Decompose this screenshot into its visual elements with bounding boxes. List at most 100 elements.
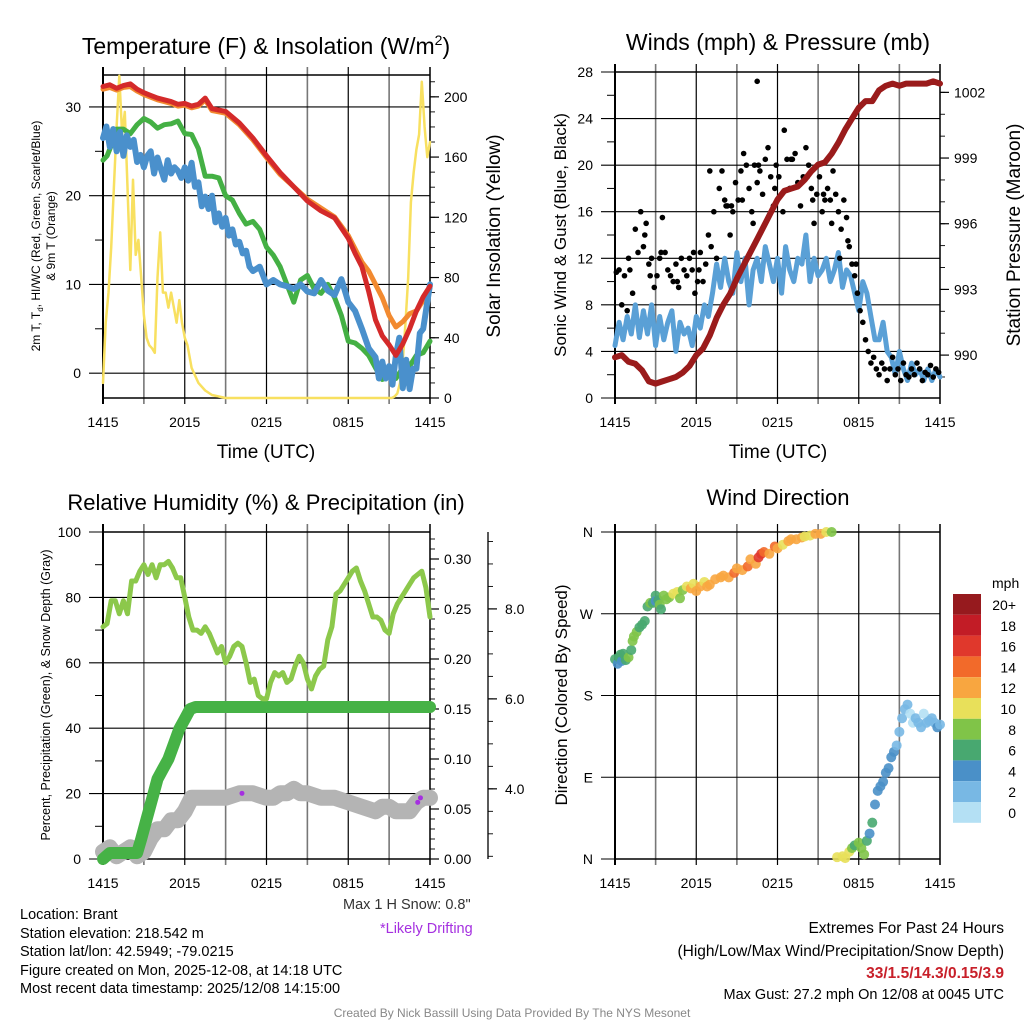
gust-point <box>916 366 923 372</box>
station-info: Location: Brant Station elevation: 218.5… <box>20 906 342 999</box>
direction-point <box>902 699 913 710</box>
pressure-right-tick-label: 996 <box>954 216 978 232</box>
legend-swatch <box>953 656 981 678</box>
gust-point <box>895 366 901 372</box>
pressure-line <box>612 78 943 387</box>
gust-point <box>678 255 685 262</box>
direction-point <box>859 849 870 860</box>
gust-point <box>881 366 888 372</box>
gust-point <box>750 220 756 227</box>
gust-point <box>757 168 763 174</box>
pressure-right-tick-label: 993 <box>954 281 978 297</box>
direction-point <box>626 645 637 656</box>
gust-point <box>665 267 671 273</box>
station-latlon: Station lat/lon: 42.5949; -79.0215 <box>20 944 234 961</box>
legend-label: 6 <box>1008 743 1016 759</box>
legend-label: 8 <box>1008 722 1016 738</box>
direction-point <box>656 604 667 615</box>
direction-point <box>764 548 775 559</box>
legend-label: 20+ <box>992 597 1016 613</box>
gust-point <box>841 197 847 203</box>
gust-point <box>708 243 714 250</box>
gust-point <box>751 162 758 168</box>
direction-y-tick-label: E <box>584 769 593 785</box>
pressure-right-tick-label: 990 <box>954 347 978 363</box>
temperature-y-tick-label: 30 <box>65 99 81 115</box>
direction-x-tick-label: 0215 <box>762 875 793 891</box>
speed-legend: 20+ 18 16 14 12 10 8 6 4 2 0 <box>953 594 1016 823</box>
gust-point <box>640 243 647 250</box>
gust-point <box>759 191 766 198</box>
humidity-y-tick-label: 0 <box>73 851 81 867</box>
gust-point <box>632 226 639 232</box>
max-hourly-snow: Max 1 H Snow: 0.8" <box>343 897 471 913</box>
winds-y-tick-label: 28 <box>577 64 593 80</box>
max-gust-point <box>754 78 760 85</box>
gust-point <box>889 354 896 361</box>
winds-y-tick-label: 0 <box>585 390 593 406</box>
gust-point <box>828 220 835 227</box>
snow-depth-line <box>95 780 438 865</box>
gust-point <box>616 267 622 273</box>
direction-point <box>894 726 905 737</box>
gust-point <box>659 214 666 221</box>
insolation-right-tick-label: 160 <box>444 149 468 165</box>
gust-point <box>635 249 641 256</box>
winds-y-label: Sonic Wind & Gust (Blue, Black) <box>551 113 570 357</box>
temperature-y-tick-label: 10 <box>65 276 81 292</box>
gust-point <box>651 284 658 291</box>
temperature-panel: Temperature (F) & Insolation (W/m2) Time… <box>29 32 505 463</box>
legend-swatch <box>953 781 981 802</box>
winds-y-tick-label: 12 <box>577 250 593 266</box>
extremes-description: (High/Low/Max Wind/Precipitation/Snow De… <box>677 942 1005 960</box>
temperature-x-tick-label: 1415 <box>87 414 118 430</box>
gust-point <box>849 261 855 267</box>
gust-point <box>647 272 654 279</box>
station-location: Location: Brant <box>20 907 118 923</box>
gust-point <box>721 197 728 203</box>
gust-point <box>696 267 702 273</box>
station-elevation: Station elevation: 218.542 m <box>20 925 204 942</box>
gust-point <box>716 185 723 192</box>
direction-title: Wind Direction <box>706 485 849 510</box>
gust-point <box>857 307 863 314</box>
gust-point <box>784 156 790 163</box>
gust-point <box>822 197 828 203</box>
temperature-title: Temperature (F) & Insolation (W/m2) <box>82 32 450 59</box>
gust-point <box>646 261 652 267</box>
gust-point <box>862 336 869 343</box>
insolation-right-tick-label: 200 <box>444 89 468 105</box>
insolation-right-tick-label: 0 <box>444 390 452 406</box>
humidity-y-tick-label: 80 <box>65 589 81 605</box>
pressure-right-tick-label: 999 <box>954 150 978 166</box>
humidity-panel: Relative Humidity (%) & Precipitation (i… <box>39 490 525 891</box>
direction-point <box>639 616 650 627</box>
temperature-y-label-line2: & 9m T (Orange) <box>44 191 58 281</box>
gust-point <box>820 191 827 198</box>
gust-point <box>788 156 794 163</box>
gust-point <box>675 284 682 291</box>
insolation-right-tick-label: 40 <box>444 330 460 346</box>
snow-depth-right-tick-label: 8.0 <box>505 601 525 617</box>
gust-point <box>843 214 850 221</box>
legend-label: 4 <box>1008 763 1016 779</box>
gust-point <box>892 371 899 378</box>
insolation-right-tick-label: 80 <box>444 270 460 286</box>
credit-line: Created By Nick Bassill Using Data Provi… <box>333 1006 691 1020</box>
sonic-wind-line <box>612 232 943 383</box>
direction-x-tick-label: 1415 <box>924 875 955 891</box>
gust-point <box>740 150 747 157</box>
gust-point <box>748 208 755 215</box>
gust-point <box>805 162 812 168</box>
humidity-y-tick-label: 100 <box>58 524 82 540</box>
winds-y-tick-label: 16 <box>577 204 593 220</box>
gust-point <box>723 203 729 209</box>
gust-point <box>930 374 937 380</box>
gust-point <box>690 249 697 256</box>
legend-label: 14 <box>1000 659 1016 675</box>
direction-point <box>897 713 908 724</box>
insolation-y-label: Solar Insolation (Yellow) <box>484 134 505 337</box>
speed-legend-title: mph <box>992 575 1019 591</box>
winds-y-tick-label: 8 <box>585 297 593 313</box>
gust-point <box>851 272 858 279</box>
